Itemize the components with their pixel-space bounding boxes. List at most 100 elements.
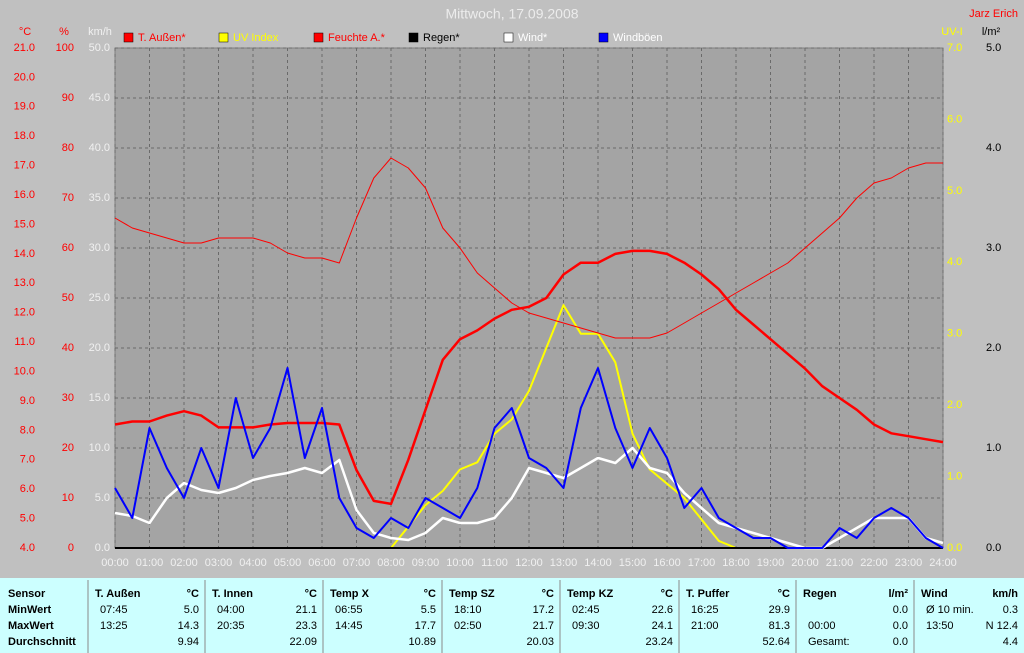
x-tick-label: 15:00 xyxy=(619,557,647,569)
cell-value: 0.3 xyxy=(1003,604,1018,616)
cell-time: 16:25 xyxy=(691,604,719,616)
y-tick-label: 21.0 xyxy=(14,42,35,54)
y-tick-label: 10 xyxy=(62,492,74,504)
group-unit: °C xyxy=(424,588,436,600)
y-tick-label: 1.0 xyxy=(986,442,1001,454)
x-tick-label: 09:00 xyxy=(412,557,440,569)
y-tick-label: 4.0 xyxy=(20,542,35,554)
cell-time: 09:30 xyxy=(572,620,600,632)
y-tick-label: 2.0 xyxy=(986,342,1001,354)
x-tick-label: 24:00 xyxy=(929,557,957,569)
cell-time: 07:45 xyxy=(100,604,128,616)
y-tick-label: 6.0 xyxy=(20,483,35,495)
y-tick-label: 0.0 xyxy=(95,542,110,554)
y-tick-label: 70 xyxy=(62,192,74,204)
group-name: T. Innen xyxy=(212,588,253,600)
legend-label: T. Außen* xyxy=(138,32,186,44)
y-tick-label: 12.0 xyxy=(14,307,35,319)
group-name: Temp X xyxy=(330,588,370,600)
group-unit: °C xyxy=(661,588,673,600)
y-tick-label: 0.0 xyxy=(986,542,1001,554)
cell-value: 81.3 xyxy=(769,620,790,632)
y-tick-label: 14.0 xyxy=(14,248,35,260)
axis-unit: l/m² xyxy=(982,26,1001,38)
cell-value: 29.9 xyxy=(769,604,790,616)
cell-time: 04:00 xyxy=(217,604,245,616)
cell-value: 52.64 xyxy=(762,636,790,648)
group-name: Temp SZ xyxy=(449,588,495,600)
group-unit: °C xyxy=(305,588,317,600)
group-unit: l/m² xyxy=(888,588,908,600)
cell-time: 21:00 xyxy=(691,620,719,632)
cell-value: 0.0 xyxy=(893,636,908,648)
y-tick-label: 20.0 xyxy=(14,71,35,83)
cell-time: 13:25 xyxy=(100,620,128,632)
y-tick-label: 20 xyxy=(62,442,74,454)
group-name: T. Außen xyxy=(95,588,141,600)
x-tick-label: 12:00 xyxy=(515,557,543,569)
cell-value: 9.94 xyxy=(178,636,199,648)
cell-time: 02:50 xyxy=(454,620,482,632)
y-tick-label: 6.0 xyxy=(947,113,962,125)
author: Jarz Erich xyxy=(969,8,1018,20)
axis-unit: km/h xyxy=(88,26,112,38)
y-tick-label: 11.0 xyxy=(14,336,35,348)
y-tick-label: 100 xyxy=(56,42,74,54)
cell-value: N 12.4 xyxy=(986,620,1018,632)
y-tick-label: 5.0 xyxy=(20,512,35,524)
cell-value: 21.1 xyxy=(296,604,317,616)
y-tick-label: 60 xyxy=(62,242,74,254)
group-unit: km/h xyxy=(992,588,1018,600)
cell-value: 24.1 xyxy=(652,620,673,632)
x-tick-label: 22:00 xyxy=(860,557,888,569)
cell-time: 00:00 xyxy=(808,620,836,632)
y-tick-label: 5.0 xyxy=(986,42,1001,54)
x-tick-label: 19:00 xyxy=(757,557,785,569)
cell-time: 02:45 xyxy=(572,604,600,616)
x-tick-label: 00:00 xyxy=(101,557,129,569)
y-tick-label: 10.0 xyxy=(14,365,35,377)
cell-value: 4.4 xyxy=(1003,636,1018,648)
y-tick-label: 80 xyxy=(62,142,74,154)
cell-value: 0.0 xyxy=(893,620,908,632)
stats-table xyxy=(0,578,1024,653)
y-tick-label: 0 xyxy=(68,542,74,554)
y-tick-label: 9.0 xyxy=(20,395,35,407)
y-tick-label: 19.0 xyxy=(14,101,35,113)
legend-swatch xyxy=(123,32,134,43)
x-tick-label: 13:00 xyxy=(550,557,578,569)
x-tick-label: 01:00 xyxy=(136,557,164,569)
legend-swatch xyxy=(598,32,609,43)
group-unit: °C xyxy=(542,588,554,600)
cell-time: Gesamt: xyxy=(808,636,850,648)
y-tick-label: 35.0 xyxy=(89,192,110,204)
legend-label: Feuchte A.* xyxy=(328,32,386,44)
group-name: Wind xyxy=(921,588,948,600)
y-tick-label: 30 xyxy=(62,392,74,404)
legend-swatch xyxy=(313,32,324,43)
group-name: Temp KZ xyxy=(567,588,614,600)
legend-label: Wind* xyxy=(518,32,548,44)
y-tick-label: 30.0 xyxy=(89,242,110,254)
y-tick-label: 3.0 xyxy=(947,328,962,340)
y-tick-label: 15.0 xyxy=(14,218,35,230)
series-line xyxy=(114,157,943,339)
y-tick-label: 4.0 xyxy=(947,256,962,268)
legend-label: Regen* xyxy=(423,32,460,44)
y-tick-label: 40.0 xyxy=(89,142,110,154)
x-tick-label: 02:00 xyxy=(170,557,198,569)
table-header: Sensor xyxy=(8,588,46,600)
axis-unit: UV-I xyxy=(941,26,962,38)
cell-value: 20.03 xyxy=(526,636,554,648)
cell-value: 0.0 xyxy=(893,604,908,616)
y-tick-label: 5.0 xyxy=(947,185,962,197)
y-tick-label: 0.0 xyxy=(947,542,962,554)
x-tick-label: 06:00 xyxy=(308,557,336,569)
x-tick-label: 21:00 xyxy=(826,557,854,569)
y-tick-label: 40 xyxy=(62,342,74,354)
y-tick-label: 50 xyxy=(62,292,74,304)
y-tick-label: 17.0 xyxy=(14,160,35,172)
x-tick-label: 07:00 xyxy=(343,557,371,569)
y-tick-label: 50.0 xyxy=(89,42,110,54)
